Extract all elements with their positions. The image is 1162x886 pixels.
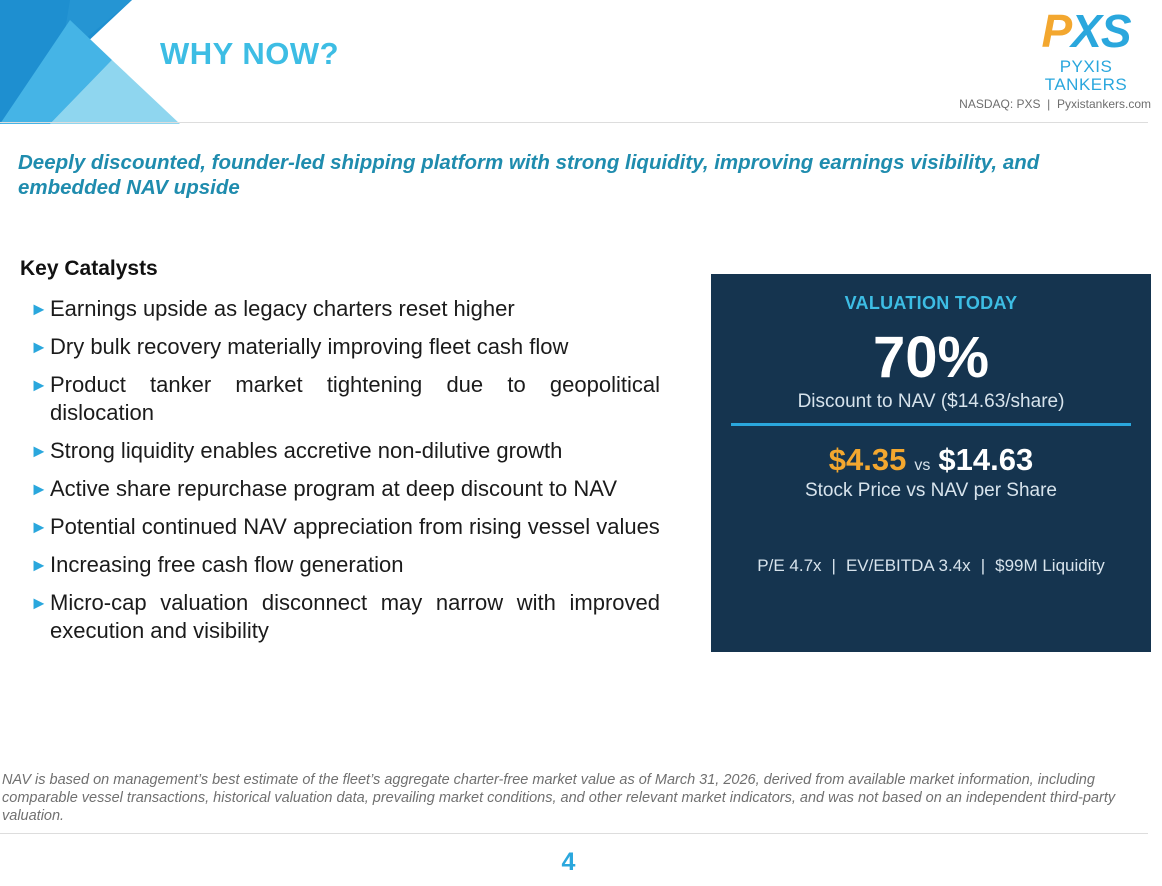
pe-metric: P/E 4.7x bbox=[757, 556, 822, 575]
arrow-bullet-icon: ► bbox=[30, 555, 48, 575]
subtitle: Deeply discounted, founder-led shipping … bbox=[18, 151, 1040, 199]
logo-mark: PXS bbox=[1041, 5, 1131, 57]
metric-separator: | bbox=[980, 556, 986, 575]
price-caption: Stock Price vs NAV per Share bbox=[804, 480, 1058, 501]
header-divider bbox=[0, 122, 1148, 123]
stock-price: $4.35 bbox=[828, 442, 907, 477]
valuation-panel: VALUATION TODAY 70% Discount to NAV ($14… bbox=[711, 274, 1151, 652]
footer-divider bbox=[0, 833, 1148, 834]
valuation-divider bbox=[731, 423, 1131, 426]
catalyst-item: ► Potential continued NAV appreciation fr… bbox=[30, 514, 660, 539]
logo-name: PYXIS TANKERS bbox=[1044, 57, 1128, 94]
discount-percent: 70% bbox=[872, 325, 990, 390]
catalyst-item: ► Active share repurchase program at deep… bbox=[30, 476, 618, 501]
valuation-title: VALUATION TODAY bbox=[844, 293, 1018, 313]
price-comparison: $4.35 vs $14.63 bbox=[711, 442, 1151, 478]
nav-per-share: $14.63 bbox=[938, 442, 1034, 477]
corner-decoration bbox=[0, 0, 180, 124]
arrow-bullet-icon: ► bbox=[30, 441, 48, 461]
catalyst-item: ► Micro-cap valuation disconnect may narr… bbox=[30, 590, 660, 643]
catalyst-item: ► Product tanker market tightening due to… bbox=[30, 372, 660, 425]
catalyst-item: ► Earnings upside as legacy charters rese… bbox=[30, 296, 515, 321]
arrow-bullet-icon: ► bbox=[30, 593, 48, 613]
vs-label: vs bbox=[914, 457, 931, 474]
catalyst-item: ► Increasing free cash flow generation bbox=[30, 552, 404, 577]
catalyst-list: ► Earnings upside as legacy charters rese… bbox=[30, 295, 660, 655]
catalysts-heading: Key Catalysts bbox=[20, 257, 158, 280]
liquidity-metric: $99M Liquidity bbox=[995, 556, 1105, 575]
catalyst-item: ► Strong liquidity enables accretive non-… bbox=[30, 438, 563, 463]
ev-ebitda-metric: EV/EBITDA 3.4x bbox=[845, 556, 971, 575]
arrow-bullet-icon: ► bbox=[30, 337, 48, 357]
ticker-line: NASDAQ: PXS | Pyxistankers.com bbox=[959, 97, 1151, 111]
arrow-bullet-icon: ► bbox=[30, 479, 48, 499]
arrow-bullet-icon: ► bbox=[30, 299, 48, 319]
company-logo: PXS PYXIS TANKERS bbox=[1030, 6, 1142, 94]
catalyst-item: ► Dry bulk recovery materially improving … bbox=[30, 334, 569, 359]
discount-label: Discount to NAV ($14.63/share) bbox=[797, 391, 1065, 412]
metric-separator: | bbox=[831, 556, 836, 575]
nav-footnote: NAV is based on management’s best estima… bbox=[2, 772, 1116, 824]
arrow-bullet-icon: ► bbox=[30, 517, 48, 537]
valuation-metrics: P/E 4.7x | EV/EBITDA 3.4x | $99M Liquidity bbox=[711, 556, 1151, 576]
arrow-bullet-icon: ► bbox=[30, 375, 48, 395]
page-number: 4 bbox=[561, 848, 576, 876]
page-title: WHY NOW? bbox=[160, 36, 340, 71]
